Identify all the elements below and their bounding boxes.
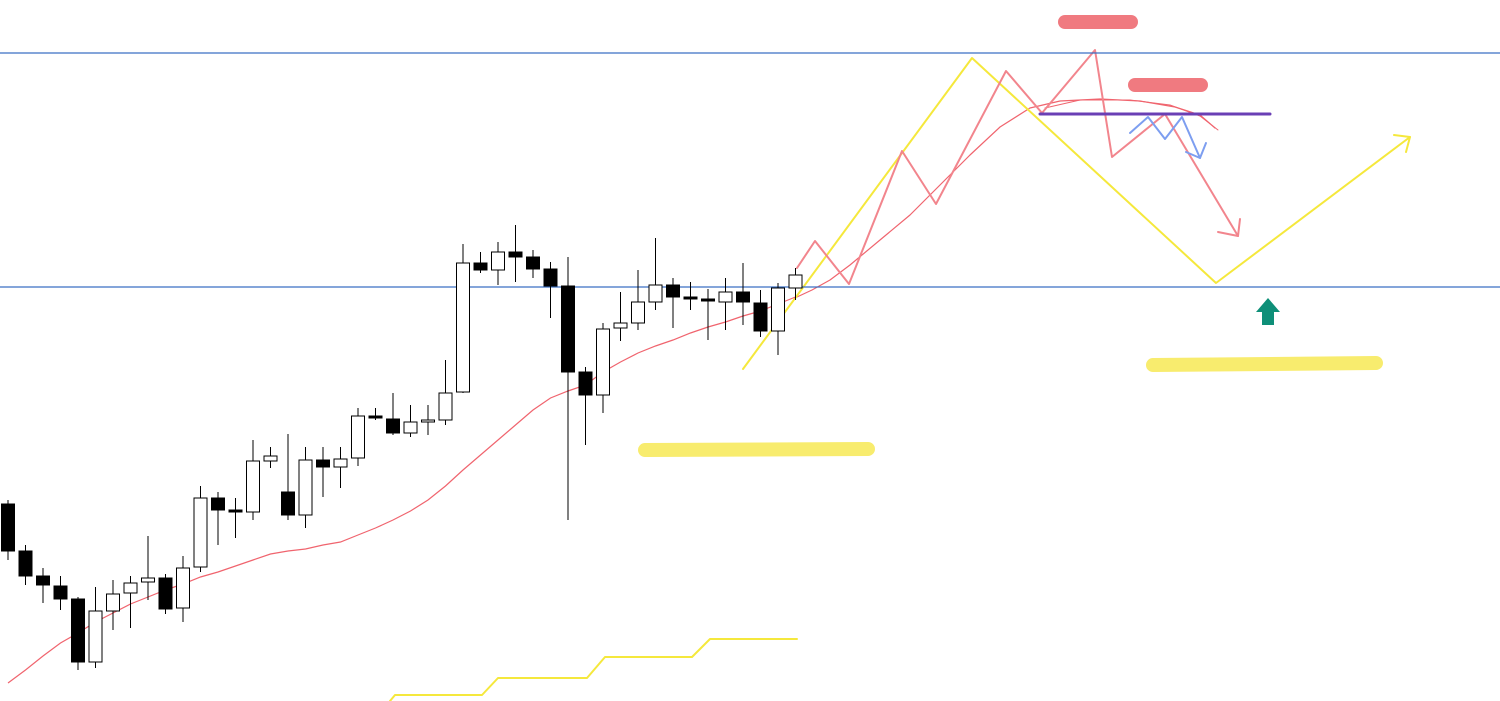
candle-body bbox=[123, 582, 138, 594]
candle-body bbox=[578, 371, 593, 396]
yellow-zigzag bbox=[742, 57, 1411, 370]
blue-zigzag bbox=[1129, 116, 1201, 159]
candle-body bbox=[561, 285, 575, 373]
moving-average bbox=[7, 296, 796, 684]
candle-body bbox=[631, 301, 645, 324]
candle-body bbox=[263, 455, 278, 462]
candle-body bbox=[36, 575, 50, 586]
candle-body bbox=[753, 302, 768, 332]
ma-extension bbox=[796, 98, 1216, 298]
candle-body bbox=[666, 284, 680, 298]
candle-body bbox=[53, 585, 68, 600]
candle-body bbox=[613, 322, 628, 329]
pink-zigzag bbox=[796, 49, 1239, 285]
candle-body bbox=[648, 284, 663, 303]
candle-body bbox=[683, 296, 698, 300]
candle-body bbox=[71, 598, 85, 663]
candle-body bbox=[543, 268, 558, 287]
candle-body bbox=[298, 459, 313, 516]
candle-body bbox=[158, 577, 173, 610]
up-arrow bbox=[1256, 298, 1280, 325]
candle-body bbox=[491, 251, 505, 271]
candle-body bbox=[456, 262, 470, 393]
candle-body bbox=[421, 419, 435, 423]
candle-body bbox=[788, 274, 803, 289]
candle-body bbox=[473, 262, 488, 271]
candle-body bbox=[88, 610, 103, 663]
candle-body bbox=[193, 497, 208, 568]
arrowhead bbox=[1393, 134, 1411, 153]
arrowhead bbox=[1185, 142, 1207, 159]
candle-body bbox=[736, 291, 750, 303]
candle-body bbox=[246, 460, 260, 513]
arrowhead bbox=[1217, 218, 1241, 237]
candle-body bbox=[106, 593, 120, 612]
candle-body bbox=[771, 287, 785, 332]
candle-body bbox=[368, 415, 383, 419]
candle-body bbox=[403, 421, 418, 434]
candle-body bbox=[438, 392, 453, 421]
candle-body bbox=[526, 256, 540, 270]
arc bbox=[1044, 99, 1219, 131]
candle-body bbox=[701, 298, 715, 302]
candle-body bbox=[228, 509, 243, 513]
candle-body bbox=[351, 415, 365, 459]
candle-body bbox=[386, 418, 400, 434]
drawings bbox=[389, 15, 1411, 701]
candle-body bbox=[596, 328, 610, 396]
candle-body bbox=[1, 503, 15, 552]
candle-body bbox=[316, 459, 330, 468]
candle-body bbox=[18, 550, 33, 577]
highlight bbox=[638, 442, 875, 457]
candle-body bbox=[176, 567, 190, 609]
candle-body bbox=[333, 458, 348, 468]
candle-body bbox=[141, 577, 155, 583]
candle-body bbox=[718, 291, 733, 303]
step-line bbox=[389, 638, 798, 701]
candle-body bbox=[211, 497, 225, 511]
candle-body bbox=[281, 491, 295, 516]
candle-body bbox=[508, 251, 523, 258]
highlight bbox=[1146, 356, 1383, 372]
